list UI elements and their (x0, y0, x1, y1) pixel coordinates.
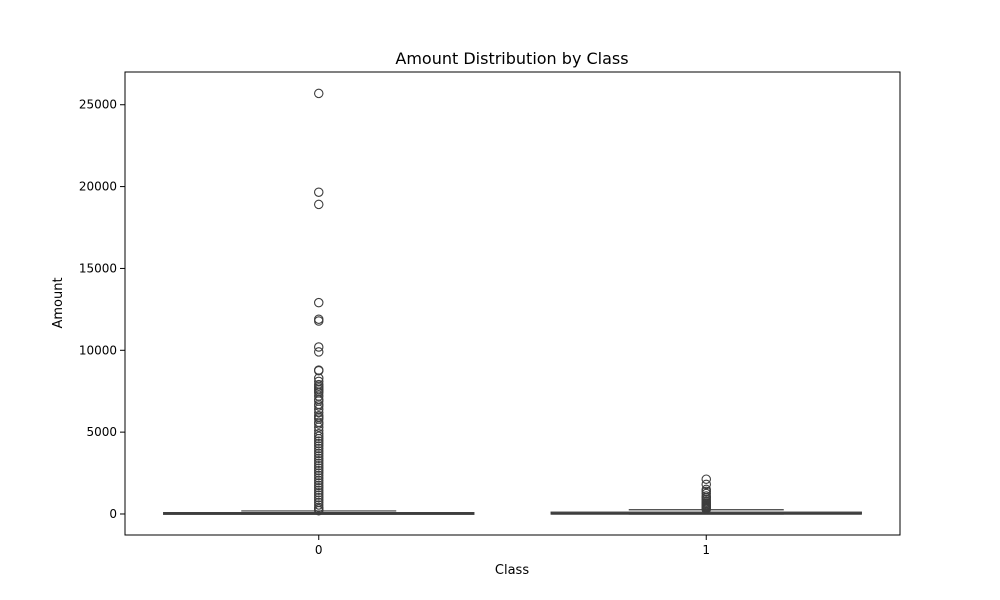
plot-area (163, 88, 862, 516)
box-group-1 (550, 474, 862, 515)
outlier-point (313, 401, 324, 411)
outlier-point (313, 495, 324, 505)
outlier-point (313, 419, 324, 429)
outlier-point (313, 480, 324, 491)
outlier-point (313, 347, 324, 357)
outlier-point (313, 490, 324, 500)
outlier-point (313, 475, 324, 486)
x-tick-label: 0 (315, 543, 323, 557)
outlier-point (313, 458, 324, 468)
outlier-point (313, 456, 324, 466)
outlier-point (313, 436, 324, 446)
outlier-point (313, 438, 324, 449)
outlier-point (701, 479, 711, 490)
outlier-point (313, 487, 324, 498)
outlier-point (313, 463, 324, 473)
y-axis-label: Amount (51, 277, 66, 328)
outlier-point (313, 500, 324, 510)
y-axis: 0 5000 10000 15000 20000 25000 (79, 98, 125, 521)
outlier-point (313, 297, 324, 308)
outlier-point (313, 453, 324, 464)
outlier-point (313, 199, 324, 210)
outlier-point (313, 431, 324, 441)
outlier-point (313, 342, 324, 352)
outlier-point (701, 504, 711, 514)
outlier-point (313, 88, 324, 99)
box-group-0 (163, 88, 475, 516)
outlier-point (313, 473, 324, 483)
y-tick-label: 10000 (79, 343, 117, 357)
y-tick-label: 20000 (79, 180, 117, 194)
outlier-point (313, 448, 324, 459)
outlier-point (313, 483, 324, 493)
outlier-point (313, 451, 324, 461)
outlier-point (313, 429, 324, 439)
y-tick-label: 15000 (79, 261, 117, 275)
outlier-point (313, 468, 324, 478)
outlier-point (313, 365, 324, 376)
outlier-point (313, 187, 324, 197)
outlier-point (313, 478, 324, 488)
outlier-point (313, 470, 324, 481)
chart-title: Amount Distribution by Class (395, 49, 628, 68)
outlier-point (313, 465, 324, 476)
plot-frame (124, 71, 901, 536)
outlier-point (313, 446, 324, 456)
x-axis-label: Class (495, 563, 529, 578)
outlier-point (701, 474, 711, 484)
outlier-point (313, 422, 324, 432)
outlier-point (313, 443, 324, 454)
outlier-point (313, 492, 324, 503)
y-tick-label: 0 (109, 507, 117, 521)
outlier-point (313, 460, 324, 471)
outlier-point (313, 433, 324, 444)
outlier-point (313, 505, 324, 516)
outlier-point (313, 407, 324, 418)
y-tick-label: 25000 (79, 98, 117, 112)
y-tick-label: 5000 (86, 425, 117, 439)
outlier-point (313, 485, 324, 495)
outlier-point (313, 441, 324, 451)
x-tick-label: 1 (702, 543, 710, 557)
outlier-point (313, 316, 324, 326)
